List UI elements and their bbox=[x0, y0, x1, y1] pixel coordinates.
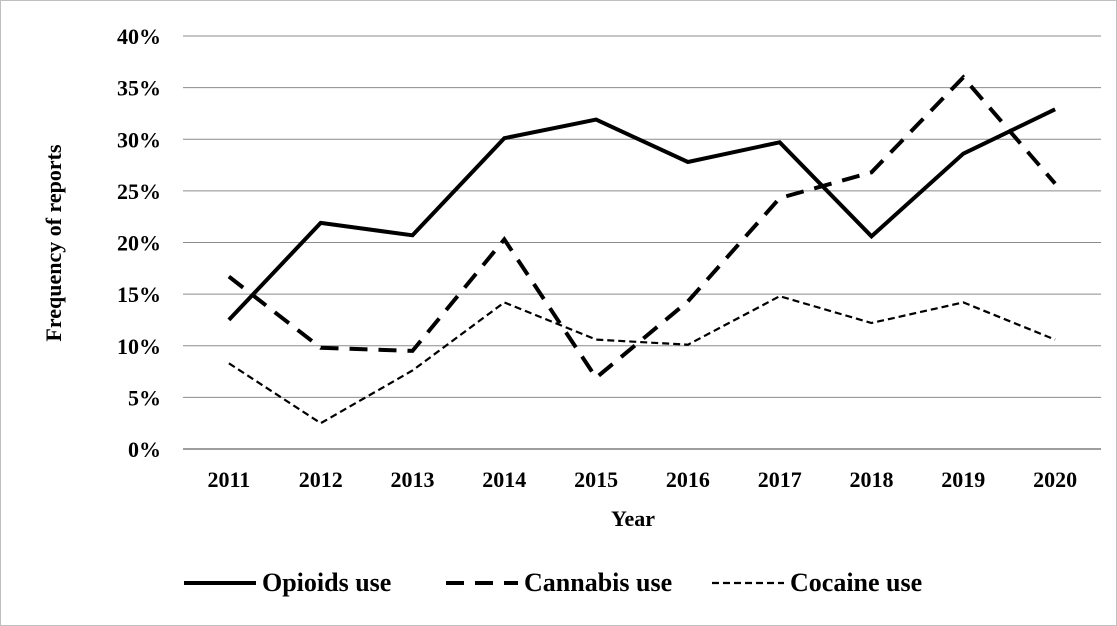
legend-entry: Cannabis use bbox=[446, 568, 672, 597]
x-tick-label: 2011 bbox=[208, 467, 251, 492]
y-tick-label: 40% bbox=[117, 24, 161, 49]
y-tick-label: 10% bbox=[117, 334, 161, 359]
y-tick-label: 30% bbox=[117, 127, 161, 152]
y-tick-label: 0% bbox=[128, 437, 161, 462]
series-lines bbox=[227, 74, 1057, 425]
x-axis-title: Year bbox=[611, 506, 655, 531]
x-tick-label: 2019 bbox=[941, 467, 985, 492]
legend-label: Opioids use bbox=[262, 568, 391, 597]
series-line-cocaine-use bbox=[228, 295, 1056, 425]
x-tick-label: 2020 bbox=[1033, 467, 1077, 492]
y-tick-label: 5% bbox=[128, 385, 161, 410]
x-tick-label: 2013 bbox=[391, 467, 435, 492]
y-axis-title: Frequency of reports bbox=[41, 144, 66, 342]
series-line-cannabis-use bbox=[227, 74, 1057, 381]
legend-entry: Opioids use bbox=[184, 568, 391, 597]
x-tick-label: 2014 bbox=[482, 467, 526, 492]
y-tick-label: 25% bbox=[117, 179, 161, 204]
legend: Opioids use Cannabis use Cocaine use bbox=[184, 568, 922, 597]
x-tick-label: 2018 bbox=[850, 467, 894, 492]
series-line-opioids-use bbox=[227, 107, 1056, 322]
y-tick-label: 15% bbox=[117, 282, 161, 307]
x-tick-label: 2015 bbox=[574, 467, 618, 492]
x-tick-label: 2016 bbox=[666, 467, 710, 492]
y-tick-label: 20% bbox=[117, 231, 161, 256]
x-tick-label: 2012 bbox=[299, 467, 343, 492]
legend-entry: Cocaine use bbox=[712, 568, 922, 597]
x-tick-label: 2017 bbox=[758, 467, 802, 492]
y-tick-label: 35% bbox=[117, 76, 161, 101]
axes: 0% 5% 10% 15% 20% 25% 30% 35% 40% 2011 2012 2013 201… bbox=[117, 24, 1101, 492]
legend-label: Cocaine use bbox=[790, 568, 922, 597]
legend-label: Cannabis use bbox=[524, 568, 672, 597]
